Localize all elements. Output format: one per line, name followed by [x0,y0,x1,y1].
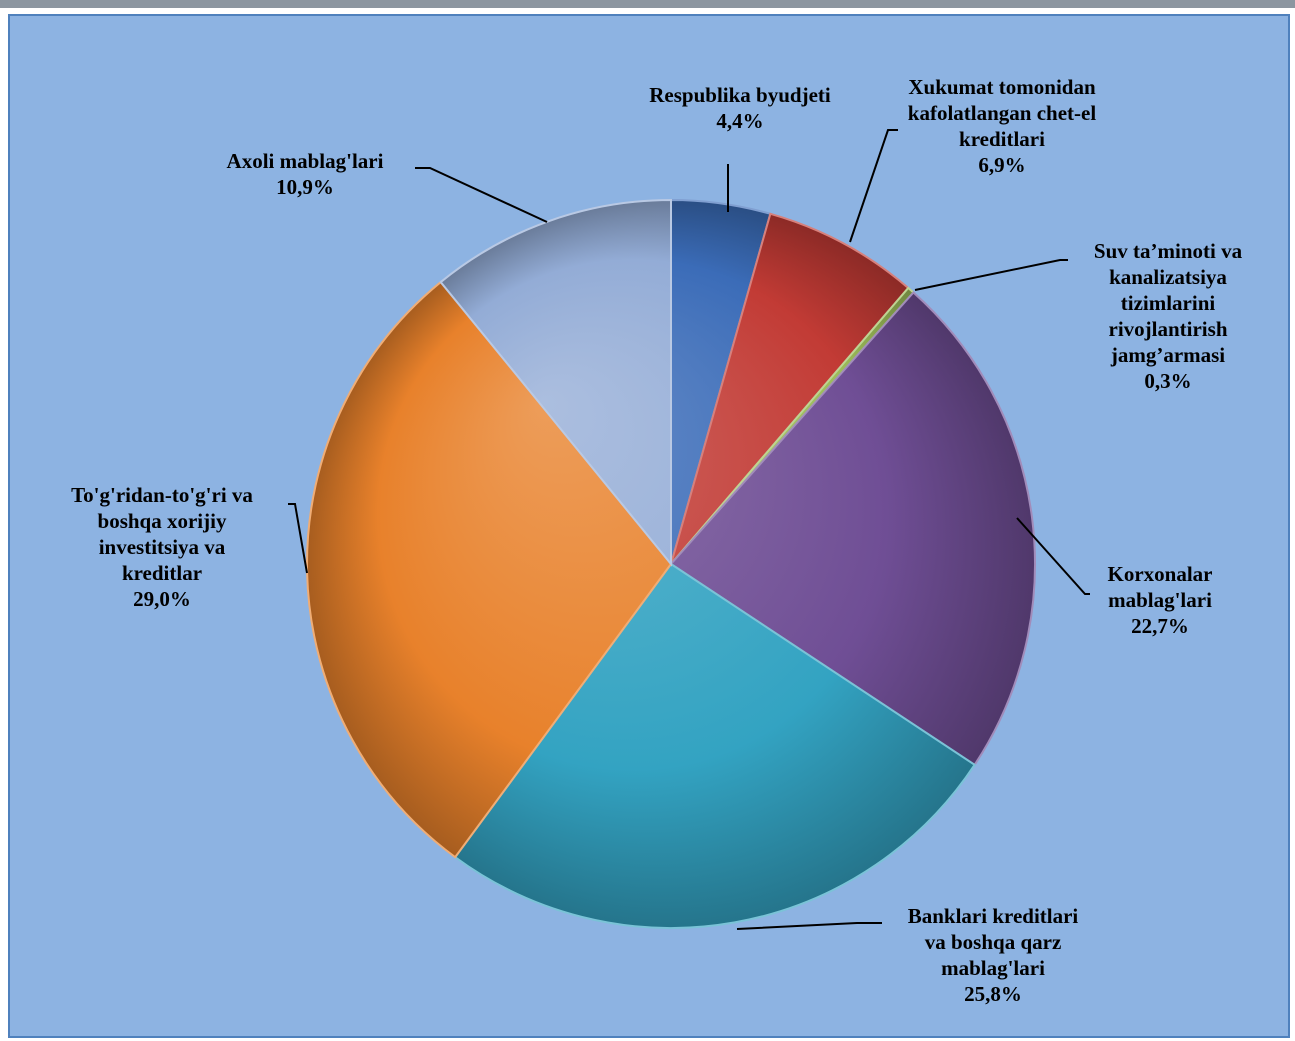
data-label-line: kafolatlangan chet-el [908,101,1097,125]
data-label-line: Suv ta’minoti va [1094,239,1243,263]
pie-chart: Respublika byudjeti 4,4% Xukumat tomonidan… [10,16,1288,1036]
data-label-1: Respublika byudjeti 4,4% [649,83,831,133]
data-label-4: Korxonalar mablag'lari 22,7% [1108,562,1213,638]
data-label-line: kreditlari [959,127,1045,151]
leader-line-5 [737,923,882,929]
data-label-line: Korxonalar [1108,562,1213,586]
data-label-line: Xukumat tomonidan [908,75,1096,99]
data-label-5: Banklari kreditlari va boshqa qarz mablag'… [908,904,1079,1006]
data-label-line: 10,9% [276,175,334,199]
data-label-line: va boshqa qarz [925,930,1062,954]
pie-slices [307,200,1035,928]
data-label-line: 6,9% [978,153,1025,177]
data-label-3: Suv ta’minoti va kanalizatsiya tizimlarini… [1094,239,1243,393]
data-label-line: kanalizatsiya [1109,265,1227,289]
data-label-line: Axoli mablag'lari [227,149,384,173]
data-label-line: investitsiya va [99,535,226,559]
data-label-line: rivojlantirish [1109,317,1228,341]
data-label-line: jamg’armasi [1110,343,1225,367]
top-border-bar [0,0,1295,8]
data-label-line: 29,0% [133,587,191,611]
data-label-line: boshqa xorijiy [98,509,227,533]
plot-area: Respublika byudjeti 4,4% Xukumat tomonidan… [8,14,1290,1038]
data-label-line: mablag'lari [1108,588,1212,612]
data-label-line: 4,4% [716,109,763,133]
leader-line-3 [915,260,1068,290]
leader-line-6 [288,504,307,573]
data-label-line: 22,7% [1131,614,1189,638]
data-label-line: mablag'lari [941,956,1045,980]
data-label-line: kreditlar [122,561,202,585]
leader-line-7 [415,168,547,222]
data-label-line: 25,8% [964,982,1022,1006]
data-label-6: To'g'ridan-to'g'ri va boshqa xorijiy inves… [71,483,253,611]
data-label-line: tizimlarini [1121,291,1216,315]
leader-line-2 [850,130,898,242]
data-label-line: To'g'ridan-to'g'ri va [71,483,253,507]
data-label-2: Xukumat tomonidan kafolatlangan chet-el kr… [908,75,1097,177]
data-label-line: Respublika byudjeti [649,83,831,107]
data-label-line: 0,3% [1144,369,1191,393]
data-label-line: Banklari kreditlari [908,904,1079,928]
data-label-7: Axoli mablag'lari 10,9% [227,149,384,199]
